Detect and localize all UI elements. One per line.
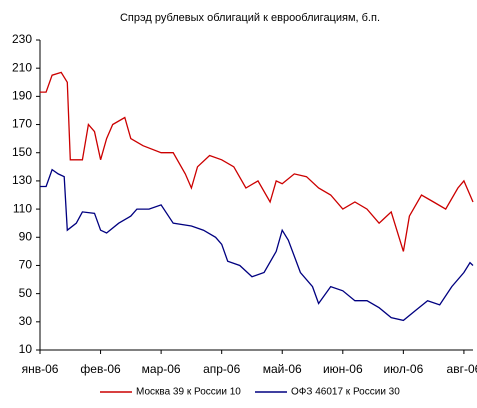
y-tick-label: 130 — [12, 173, 32, 187]
y-tick-label: 70 — [19, 258, 33, 272]
y-tick-label: 190 — [12, 89, 32, 103]
y-tick-label: 210 — [12, 60, 32, 74]
series-line — [40, 168, 474, 322]
chart-title: Спрэд рублевых облигаций к еврооблигация… — [120, 12, 380, 24]
legend-text: Москва 39 к России 10 — [136, 387, 241, 398]
y-tick-label: 30 — [19, 314, 33, 328]
y-tick-label: 230 — [12, 32, 32, 46]
y-tick-label: 110 — [13, 201, 32, 215]
legend-text: ОФЗ 46017 к России 30 — [291, 387, 400, 398]
x-tick-label: янв-06 — [22, 362, 59, 376]
x-tick-label: май-06 — [263, 362, 302, 376]
y-tick-label: 10 — [19, 342, 33, 356]
y-tick-label: 150 — [12, 145, 32, 159]
y-tick-label: 170 — [12, 117, 32, 131]
x-tick-label: авг-06 — [447, 362, 477, 376]
x-tick-label: июл-06 — [383, 362, 423, 376]
series-line — [40, 71, 474, 252]
x-tick-label: апр-06 — [203, 362, 241, 376]
y-tick-label: 90 — [19, 229, 33, 243]
y-tick-label: 50 — [19, 286, 33, 300]
x-tick-label: мар-06 — [142, 362, 181, 376]
x-tick-label: фев-06 — [80, 362, 121, 376]
x-tick-label: июн-06 — [323, 362, 363, 376]
